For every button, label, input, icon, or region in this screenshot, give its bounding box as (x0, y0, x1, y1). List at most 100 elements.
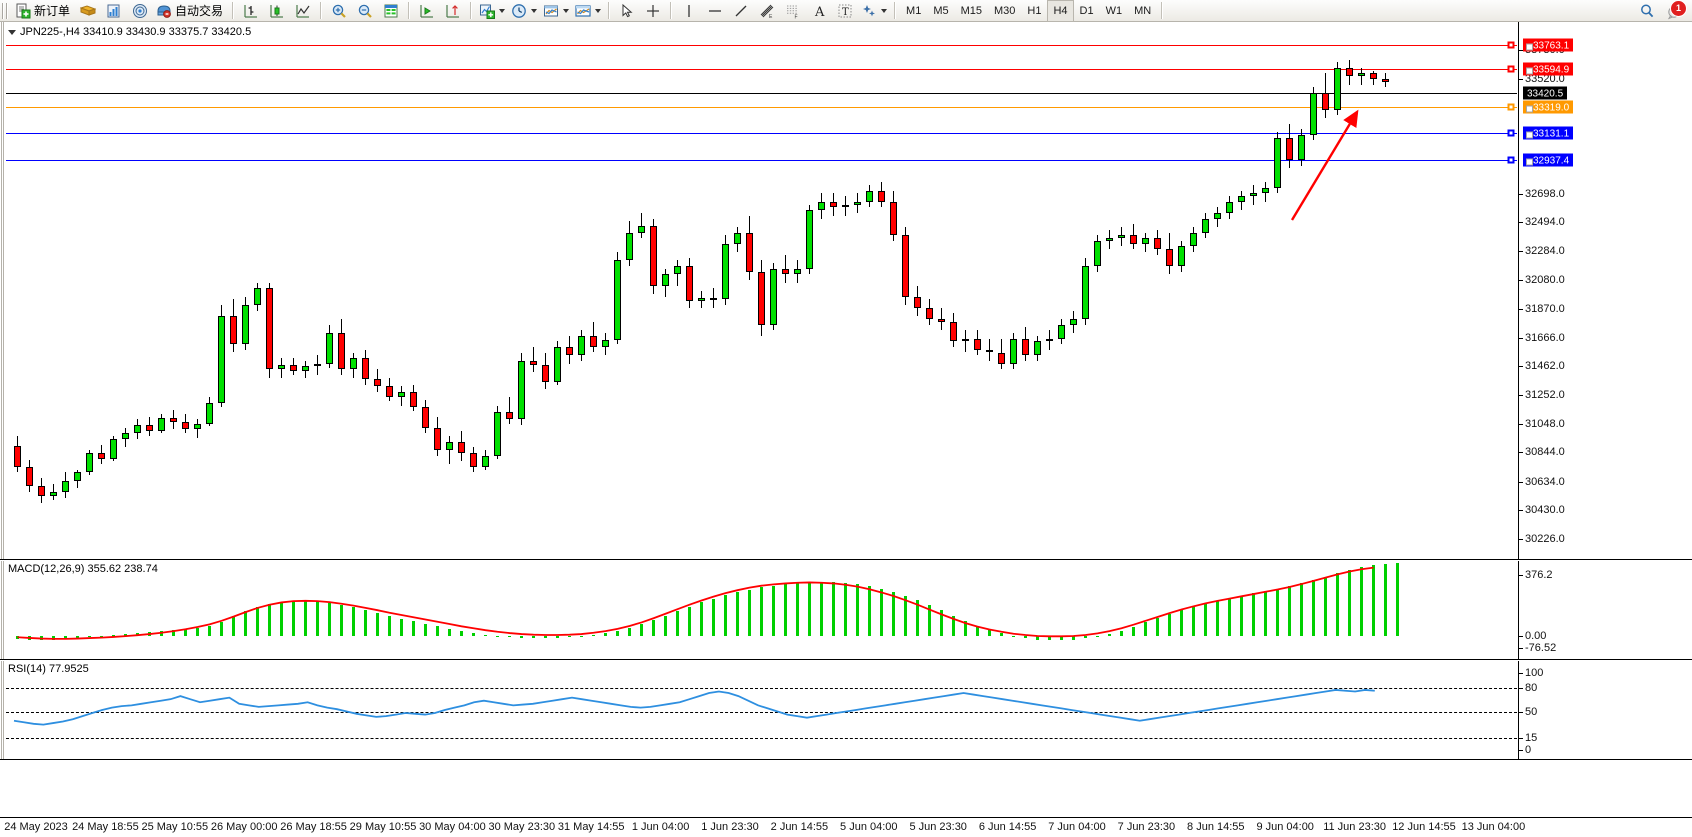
indicators-dropdown[interactable] (476, 0, 508, 22)
candle-body (422, 406, 429, 428)
macd-pane[interactable]: MACD(12,26,9) 355.62 238.74 376.2 0.00 -76… (0, 561, 1692, 660)
macd-plot[interactable] (6, 561, 1517, 659)
macd-axis[interactable]: 376.2 0.00 -76.52 (1518, 561, 1692, 659)
candle-wick (509, 397, 510, 424)
price-tag-resistance-lower[interactable]: 33594.9 (1523, 62, 1574, 76)
chart-shift-button[interactable] (440, 0, 466, 22)
level-handle[interactable] (1526, 105, 1533, 113)
time-axis-label: 24 May 2023 (4, 821, 68, 833)
price-tag-orange-level[interactable]: 33319.0 (1523, 100, 1574, 114)
auto-scroll-button[interactable] (414, 0, 440, 22)
search-button[interactable] (1634, 0, 1660, 22)
svg-text:T: T (842, 7, 849, 18)
level-anchor-resistance-upper[interactable] (1507, 41, 1515, 49)
level-handle[interactable] (1526, 67, 1533, 75)
text-tool-button[interactable]: A (806, 0, 832, 22)
level-line-last-price[interactable] (6, 92, 1517, 94)
pane-resize-handle[interactable] (0, 661, 5, 759)
horizontal-line-tool-button[interactable] (702, 0, 728, 22)
level-handle[interactable] (1526, 43, 1533, 51)
timeframe-h1[interactable]: H1 (1027, 4, 1042, 17)
price-tag-support-lower[interactable]: 32937.4 (1523, 153, 1574, 167)
collapse-arrow-icon[interactable] (8, 29, 16, 35)
candle-body (362, 358, 369, 379)
rsi-tick (1519, 750, 1523, 751)
candle-body (1274, 137, 1281, 188)
candle-body (194, 423, 201, 430)
data-window-button[interactable] (75, 0, 101, 22)
template-apply-button[interactable] (572, 0, 604, 22)
candle-wick (533, 346, 534, 373)
fibonacci-tool-button[interactable]: F (780, 0, 806, 22)
price-tag-resistance-upper[interactable]: 33763.1 (1523, 38, 1574, 52)
timeframe-w1[interactable]: W1 (1105, 4, 1123, 17)
macd-histogram-bar (172, 630, 175, 636)
timeframe-m5[interactable]: M5 (933, 4, 949, 17)
level-line-orange-level[interactable] (6, 107, 1517, 109)
macd-histogram-bar (184, 629, 187, 636)
price-plot[interactable] (6, 22, 1517, 559)
candle-body (290, 365, 297, 371)
macd-histogram-bar (952, 615, 955, 636)
level-handle[interactable] (1526, 158, 1533, 166)
level-line-resistance-upper[interactable] (6, 45, 1517, 47)
level-anchor-support-lower[interactable] (1507, 156, 1515, 164)
timeframe-d1[interactable]: D1 (1079, 4, 1094, 17)
zoom-out-button[interactable] (352, 0, 378, 22)
candle-body (878, 190, 885, 202)
timeframe-m15[interactable]: M15 (960, 4, 982, 17)
bar-chart-button[interactable] (238, 0, 264, 22)
level-anchor-orange-level[interactable] (1507, 103, 1515, 111)
alerts-button[interactable]: 1 (1666, 0, 1687, 20)
pane-resize-handle[interactable] (0, 22, 5, 559)
pane-resize-handle[interactable] (0, 561, 5, 659)
vertical-line-tool-button[interactable] (676, 0, 702, 22)
candlestick-chart-button[interactable] (264, 0, 290, 22)
price-axis[interactable]: 33730.033520.032698.032494.032284.032080… (1518, 22, 1692, 559)
macd-tick (1519, 648, 1523, 649)
bullish-arrow-annotation[interactable] (6, 22, 1517, 559)
level-anchor-resistance-lower[interactable] (1507, 65, 1515, 73)
macd-histogram-bar (1240, 595, 1243, 636)
periods-dropdown[interactable] (508, 0, 540, 22)
level-line-resistance-lower[interactable] (6, 68, 1517, 70)
crosshair-tool-button[interactable] (640, 0, 666, 22)
level-handle[interactable] (1526, 131, 1533, 139)
rsi-axis[interactable]: 100 80 50 15 0 (1518, 661, 1692, 759)
market-watch-button[interactable] (101, 0, 127, 22)
zoom-in-button[interactable] (326, 0, 352, 22)
timeframe-h4[interactable]: H4 (1047, 0, 1074, 22)
chart-grid-button[interactable] (378, 0, 404, 22)
navigator-button[interactable] (127, 0, 153, 22)
new-order-button[interactable]: 新订单 (12, 0, 75, 22)
timeframe-m30[interactable]: M30 (994, 4, 1016, 17)
text-label-tool-button[interactable]: T (832, 0, 858, 22)
price-tag-last-price[interactable]: 33420.5 (1523, 86, 1568, 100)
line-chart-button[interactable] (290, 0, 316, 22)
cursor-tool-button[interactable] (614, 0, 640, 22)
arrows-tool-dropdown[interactable] (858, 0, 890, 22)
macd-histogram-bar (316, 601, 319, 636)
templates-dropdown[interactable] (540, 0, 572, 22)
price-tag-support-upper[interactable]: 33131.1 (1523, 126, 1574, 140)
price-tick (1519, 279, 1523, 281)
candle-body (62, 480, 69, 492)
timeframe-m1[interactable]: M1 (906, 4, 922, 17)
rsi-pane[interactable]: RSI(14) 77.9525 100 80 50 15 0 (0, 661, 1692, 760)
timeframe-mn[interactable]: MN (1134, 4, 1152, 17)
trendline-tool-button[interactable] (728, 0, 754, 22)
candle-wick (53, 483, 54, 501)
level-line-support-lower[interactable] (6, 160, 1517, 162)
toolbar-grip[interactable] (2, 2, 9, 19)
candle-body (686, 266, 693, 301)
candle-body (218, 316, 225, 403)
equidistant-channel-tool-button[interactable]: E (754, 0, 780, 22)
level-anchor-support-upper[interactable] (1507, 129, 1515, 137)
rsi-plot[interactable] (6, 661, 1517, 759)
macd-histogram-bar (760, 587, 763, 636)
price-pane[interactable]: JPN225-,H4 33410.9 33430.9 33375.7 33420… (0, 22, 1692, 560)
auto-trading-button[interactable]: 自动交易 (153, 0, 228, 22)
level-line-support-upper[interactable] (6, 133, 1517, 135)
time-axis[interactable]: 24 May 2023 24 May 18:55 25 May 10:55 26 Ma… (0, 817, 1692, 837)
chart-container[interactable]: JPN225-,H4 33410.9 33430.9 33375.7 33420… (0, 22, 1692, 837)
